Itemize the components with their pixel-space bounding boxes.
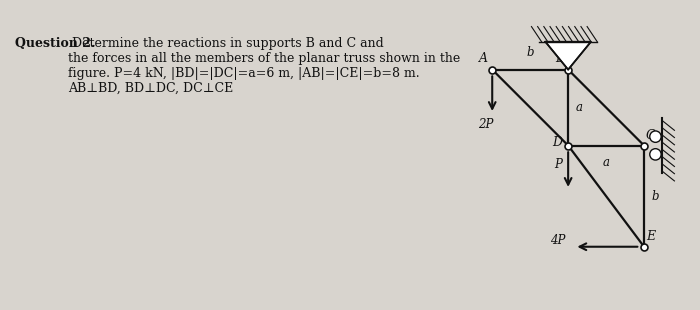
Polygon shape <box>545 42 591 69</box>
Text: Determine the reactions in supports B and C and
the forces in all the members of: Determine the reactions in supports B an… <box>68 37 460 95</box>
Text: P: P <box>554 158 562 171</box>
Text: 4P: 4P <box>550 234 566 247</box>
Text: a: a <box>575 101 582 114</box>
Text: a: a <box>603 156 610 169</box>
Text: B: B <box>555 51 564 64</box>
Text: D: D <box>552 136 562 149</box>
Text: A: A <box>480 51 489 64</box>
Text: C: C <box>645 129 655 142</box>
Text: 2P: 2P <box>478 118 493 131</box>
Circle shape <box>650 149 661 160</box>
Text: b: b <box>526 46 534 60</box>
Circle shape <box>650 131 661 142</box>
Text: b: b <box>652 190 659 203</box>
Text: E: E <box>647 230 656 243</box>
Text: Question 2.: Question 2. <box>15 37 95 50</box>
